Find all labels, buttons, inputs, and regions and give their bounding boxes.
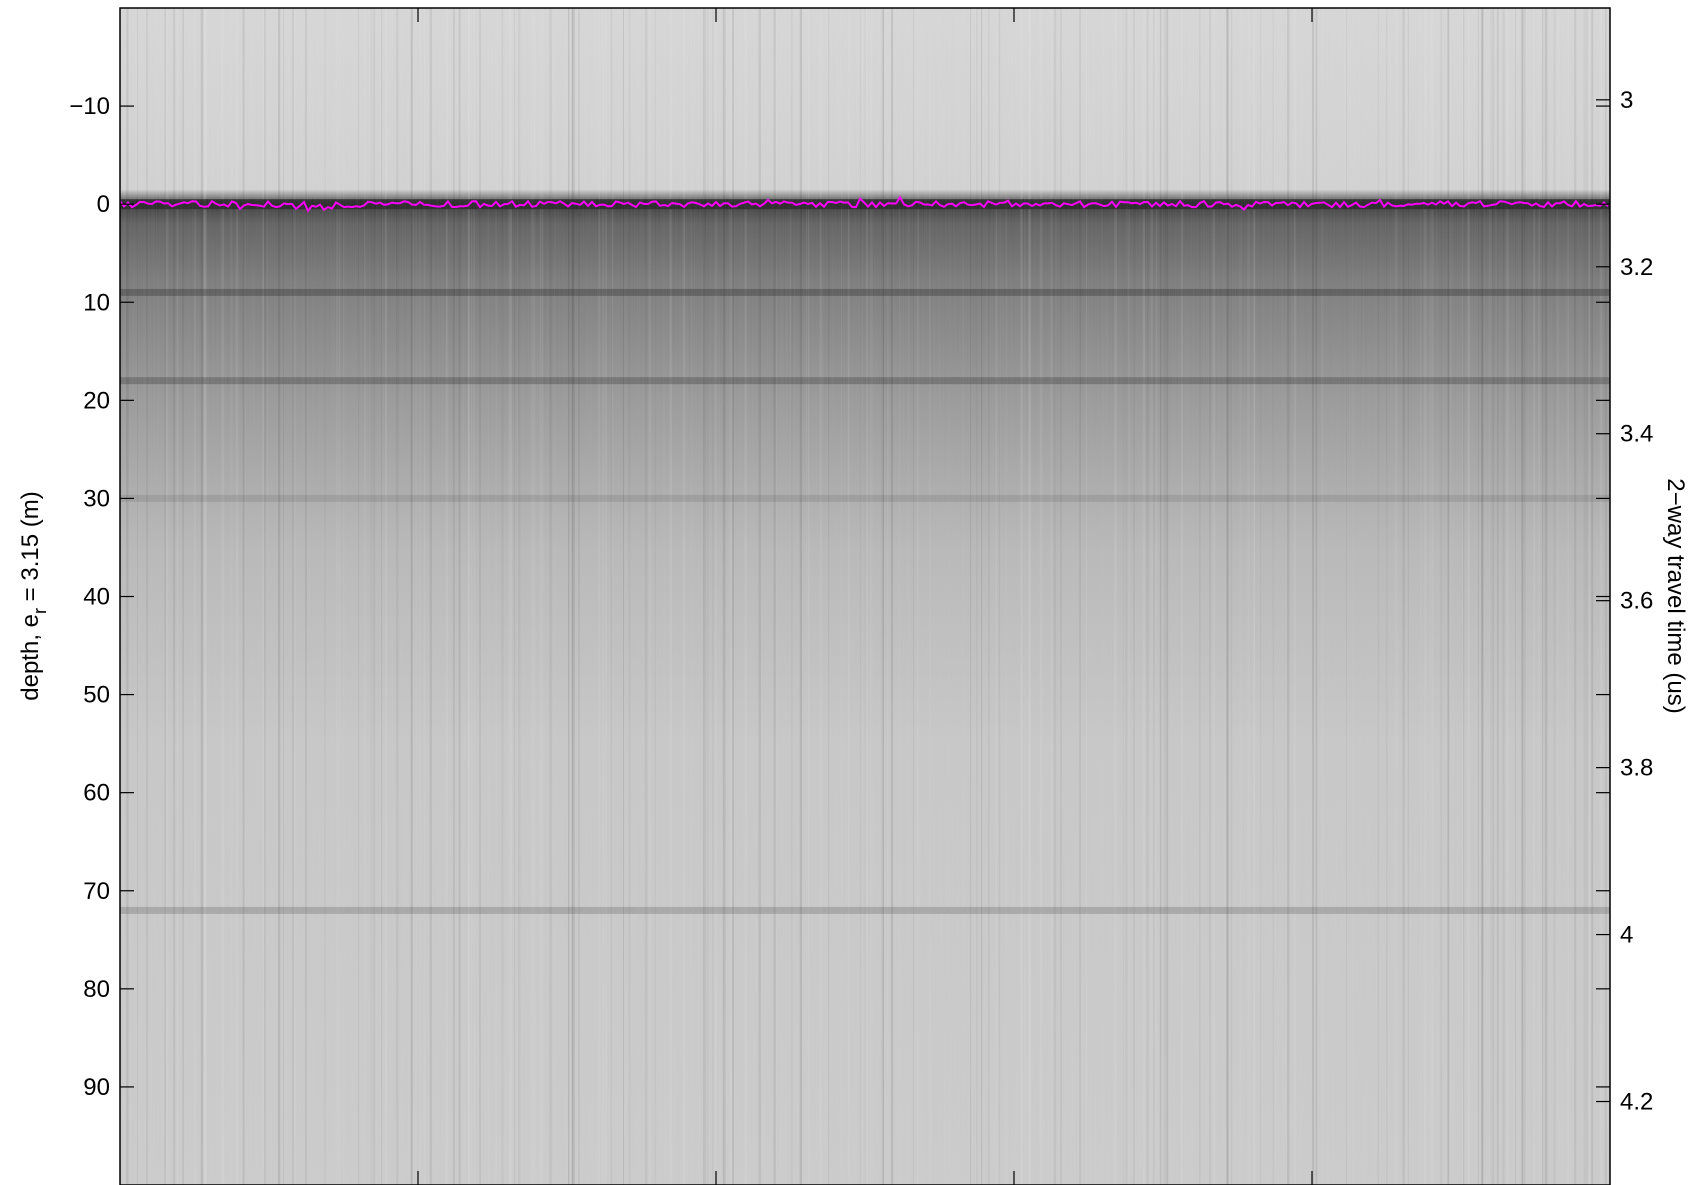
left-tick-label: −10	[69, 93, 110, 120]
left-axis-title: depth, er = 3.15 (m)	[17, 491, 50, 700]
left-tick-label: 50	[83, 682, 110, 709]
left-tick-label: 40	[83, 584, 110, 611]
right-tick-label: 3.6	[1620, 588, 1653, 615]
plot-area	[120, 8, 1610, 1185]
right-axis-title: 2−way travel time (us)	[1662, 478, 1689, 713]
left-tick-label: 80	[83, 976, 110, 1003]
left-tick-label: 0	[97, 191, 110, 218]
left-tick-label: 60	[83, 780, 110, 807]
left-tick-label: 90	[83, 1074, 110, 1101]
left-axis-ticks: −10 0 10 20 30 40 50 60 70 80 90	[69, 93, 1610, 1101]
picked-surface-line	[120, 195, 1609, 213]
right-tick-label: 3.2	[1620, 254, 1653, 281]
noise-texture	[120, 8, 1610, 1185]
right-tick-label: 4	[1620, 922, 1633, 949]
right-tick-label: 3.4	[1620, 421, 1653, 448]
left-tick-label: 30	[83, 485, 110, 512]
x-axis-ticks	[417, 8, 1313, 1185]
left-tick-label: 70	[83, 878, 110, 905]
right-tick-label: 3	[1620, 87, 1633, 114]
left-tick-label: 10	[83, 289, 110, 316]
left-tick-label: 20	[83, 387, 110, 414]
right-axis-ticks: 3 3.2 3.4 3.6 3.8 4 4.2	[1596, 87, 1653, 1116]
right-tick-label: 4.2	[1620, 1089, 1653, 1116]
left-axis-title-subscript: r	[30, 608, 50, 614]
right-tick-label: 3.8	[1620, 755, 1653, 782]
